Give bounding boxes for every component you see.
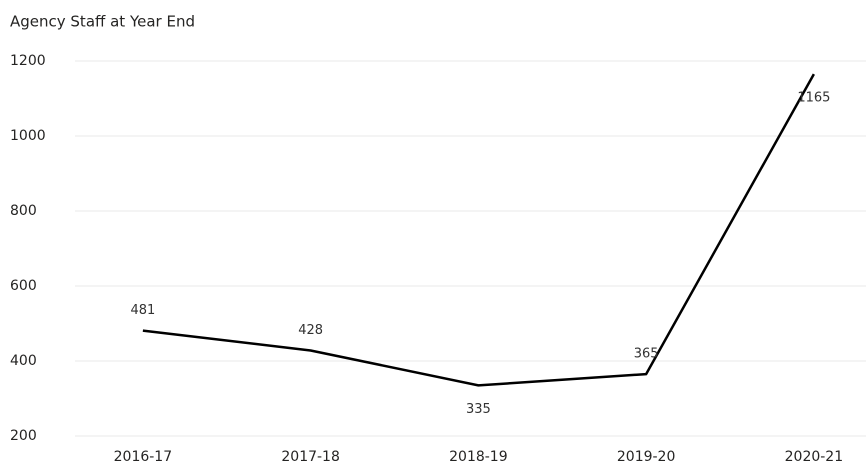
chart-title: Agency Staff at Year End: [10, 13, 195, 31]
y-tick-label: 600: [10, 278, 37, 294]
y-tick-label: 1200: [10, 53, 46, 69]
data-label: 481: [130, 303, 155, 318]
x-tick-label: 2020-21: [785, 449, 844, 465]
x-tick-label: 2016-17: [114, 449, 173, 465]
data-label: 335: [466, 402, 491, 417]
y-tick-label: 800: [10, 203, 37, 219]
x-tick-label: 2018-19: [449, 449, 508, 465]
x-tick-label: 2017-18: [281, 449, 340, 465]
data-label: 428: [298, 323, 323, 338]
x-tick-label: 2019-20: [617, 449, 676, 465]
data-label: 365: [634, 347, 659, 362]
y-tick-label: 1000: [10, 128, 46, 144]
data-label: 1165: [797, 91, 830, 106]
line: [142, 73, 815, 387]
y-tick-label: 200: [10, 428, 37, 444]
y-tick-label: 400: [10, 353, 37, 369]
